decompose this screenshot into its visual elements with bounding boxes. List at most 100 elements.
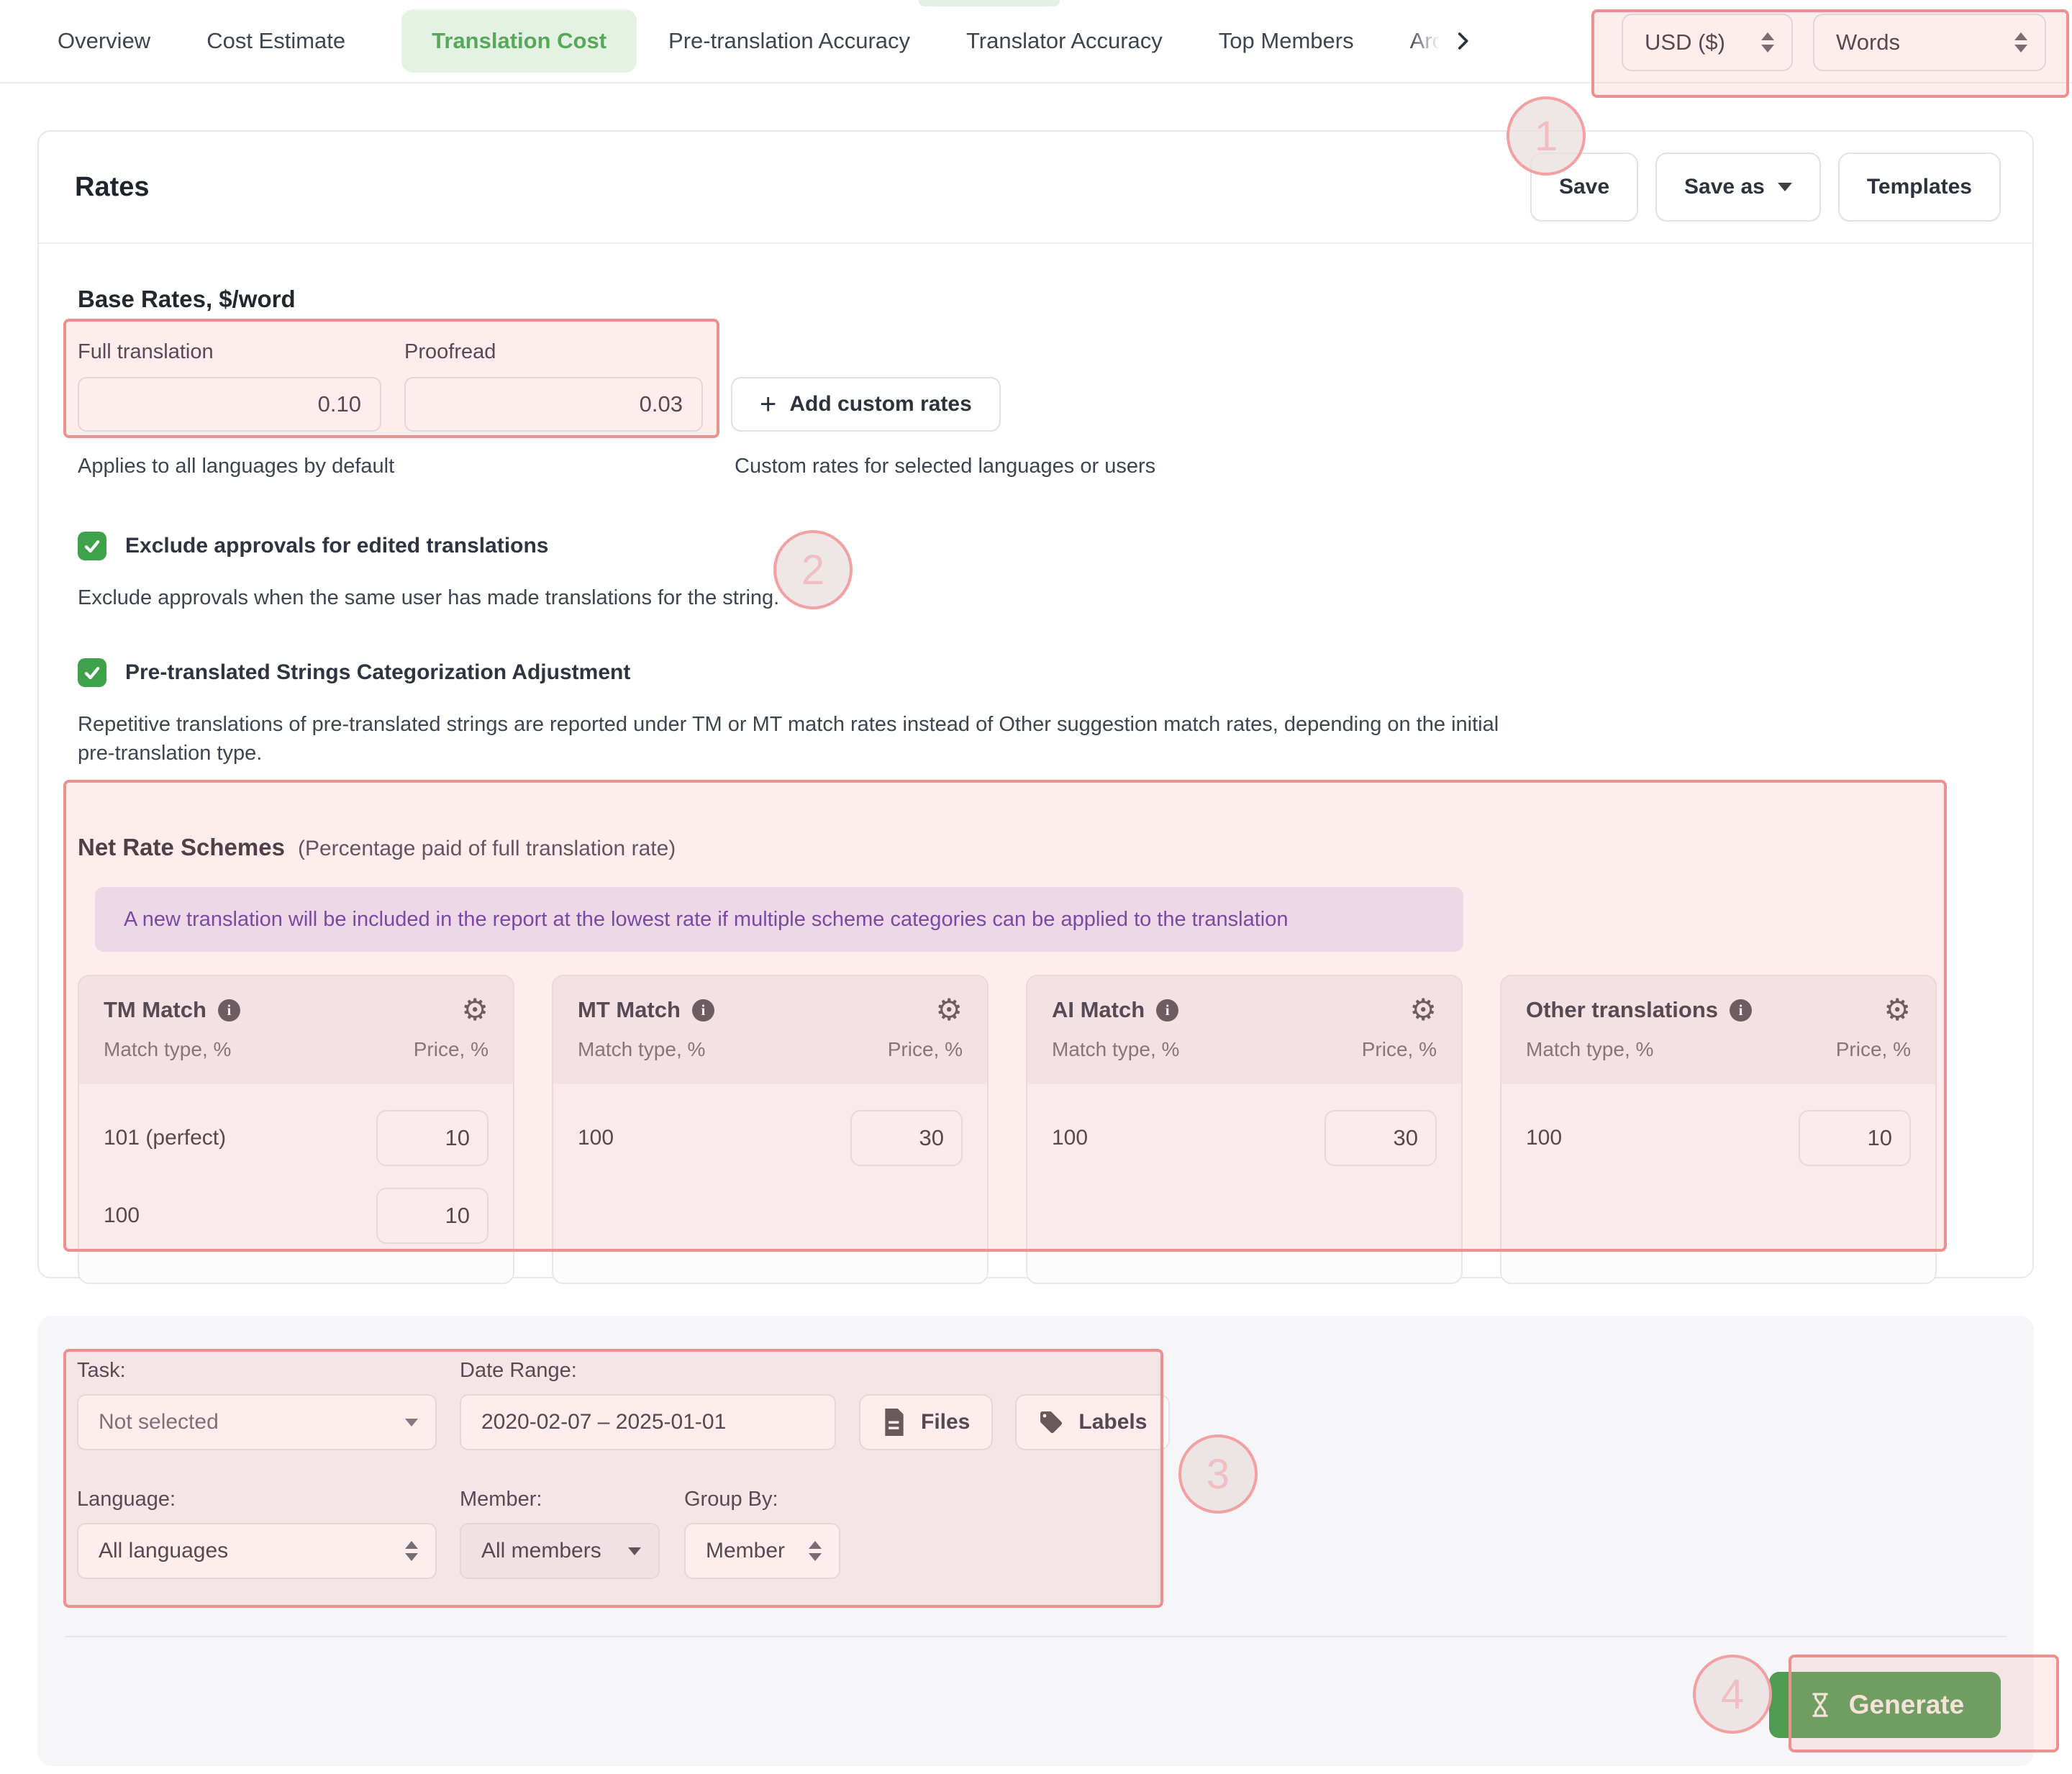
task-select[interactable]: Not selected <box>77 1394 437 1450</box>
group-by-label: Group By: <box>684 1488 778 1511</box>
tab-translator-accuracy[interactable]: Translator Accuracy <box>966 28 1163 53</box>
files-button[interactable]: Files <box>859 1394 994 1450</box>
report-tabs-bar: Overview Cost Estimate Translation Cost … <box>0 0 2072 83</box>
tab-truncated[interactable]: Arc <box>1409 28 1444 53</box>
net-rate-schemes-section: Net Rate Schemes (Percentage paid of ful… <box>78 834 1998 1285</box>
updown-caret-icon <box>405 1541 418 1561</box>
info-icon[interactable]: i <box>691 999 714 1022</box>
gear-icon[interactable]: ⚙ <box>1409 992 1437 1028</box>
gear-icon[interactable]: ⚙ <box>1884 992 1911 1028</box>
gear-icon[interactable]: ⚙ <box>935 992 963 1028</box>
language-select[interactable]: All languages <box>77 1523 437 1579</box>
tab-pre-translation-accuracy[interactable]: Pre-translation Accuracy <box>668 28 911 53</box>
info-icon[interactable]: i <box>1730 999 1752 1022</box>
exclude-approvals-description: Exclude approvals when the same user has… <box>78 586 780 609</box>
net-rate-schemes-title: Net Rate Schemes <box>78 834 285 861</box>
tab-cost-estimate[interactable]: Cost Estimate <box>206 28 346 53</box>
checkbox-checked-icon <box>78 532 106 560</box>
tab-translation-cost[interactable]: Translation Cost <box>401 9 637 73</box>
match-type-value: 100 <box>1526 1126 1563 1150</box>
tab-overview[interactable]: Overview <box>58 28 151 53</box>
price-input[interactable] <box>1799 1110 1911 1167</box>
tm-match-card: TM Match i ⚙ Match type, % Price, % <box>78 975 514 1285</box>
full-translation-rate-input[interactable] <box>78 377 381 432</box>
dropdown-caret-icon <box>1777 183 1792 191</box>
price-column-label: Price, % <box>413 1038 489 1061</box>
group-by-select[interactable]: Member <box>684 1523 840 1579</box>
exclude-approvals-label: Exclude approvals for edited translation… <box>125 534 549 558</box>
member-label: Member: <box>460 1488 542 1511</box>
price-input[interactable] <box>850 1110 963 1167</box>
match-type-column-label: Match type, % <box>104 1038 232 1061</box>
match-type-column-label: Match type, % <box>578 1038 706 1061</box>
checkbox-checked-icon <box>78 658 106 688</box>
tm-match-title: TM Match <box>104 997 206 1023</box>
pretranslated-adjustment-checkbox[interactable]: Pre-translated Strings Categorization Ad… <box>78 658 1998 688</box>
units-value: Words <box>1836 29 1901 55</box>
page-title: Rates <box>75 171 150 202</box>
units-select[interactable]: Words <box>1813 14 2046 71</box>
hourglass-icon <box>1812 1693 1828 1717</box>
notification-edge <box>919 0 1060 6</box>
info-icon[interactable]: i <box>217 999 240 1022</box>
pretranslated-adjustment-description: Repetitive translations of pre-translate… <box>78 713 1499 765</box>
pretranslated-adjustment-label: Pre-translated Strings Categorization Ad… <box>125 660 631 685</box>
add-custom-rates-button[interactable]: + Add custom rates <box>731 377 1001 432</box>
table-row: 101 (perfect) <box>104 1110 489 1167</box>
task-value: Not selected <box>99 1410 219 1434</box>
price-input[interactable] <box>376 1188 489 1245</box>
full-translation-label: Full translation <box>78 340 214 363</box>
updown-caret-icon <box>809 1541 822 1561</box>
gear-icon[interactable]: ⚙ <box>461 992 489 1028</box>
tabs-scroll-right-icon[interactable] <box>1450 27 1479 55</box>
report-filters-panel: Task: Not selected Date Range: 2020-02-0… <box>37 1316 2034 1766</box>
member-select[interactable]: All members <box>460 1523 660 1579</box>
match-type-value: 100 <box>104 1204 140 1228</box>
updown-caret-icon <box>1761 32 1774 53</box>
exclude-approvals-checkbox[interactable]: Exclude approvals for edited translation… <box>78 532 1998 560</box>
proofread-rate-input[interactable] <box>404 377 703 432</box>
lowest-rate-info-banner: A new translation will be included in th… <box>95 887 1463 952</box>
table-row: 100 <box>578 1110 963 1167</box>
currency-select[interactable]: USD ($) <box>1622 14 1793 71</box>
report-unit-selectors: USD ($) Words <box>1622 14 2046 71</box>
custom-rates-hint: Custom rates for selected languages or u… <box>735 455 1156 478</box>
match-type-column-label: Match type, % <box>1052 1038 1180 1061</box>
tab-top-members[interactable]: Top Members <box>1218 28 1354 53</box>
price-input[interactable] <box>1324 1110 1437 1167</box>
language-value: All languages <box>99 1539 229 1563</box>
match-type-value: 100 <box>578 1126 614 1150</box>
ai-match-title: AI Match <box>1052 997 1145 1023</box>
rates-panel-header: Rates Save Save as Templates <box>39 132 2032 244</box>
date-range-label: Date Range: <box>460 1359 577 1382</box>
generate-button[interactable]: Generate <box>1769 1672 2001 1738</box>
other-translations-title: Other translations <box>1526 997 1718 1023</box>
rates-panel: Rates Save Save as Templates Base Rates,… <box>37 130 2034 1285</box>
price-input[interactable] <box>376 1110 489 1167</box>
price-column-label: Price, % <box>1361 1038 1437 1061</box>
save-button[interactable]: Save <box>1530 153 1639 222</box>
match-type-value: 101 (perfect) <box>104 1126 227 1150</box>
proofread-label: Proofread <box>404 340 496 363</box>
templates-button[interactable]: Templates <box>1837 153 2001 222</box>
other-translations-card: Other translations i ⚙ Match type, % Pri… <box>1500 975 1937 1285</box>
save-as-button[interactable]: Save as <box>1655 153 1821 222</box>
dropdown-caret-icon <box>405 1418 418 1427</box>
info-icon[interactable]: i <box>1156 999 1179 1022</box>
date-range-value: 2020-02-07 – 2025-01-01 <box>481 1410 727 1434</box>
date-range-input[interactable]: 2020-02-07 – 2025-01-01 <box>460 1394 836 1450</box>
currency-value: USD ($) <box>1645 29 1725 55</box>
file-icon <box>885 1409 904 1436</box>
table-row: 100 <box>1526 1110 1911 1167</box>
mt-match-card: MT Match i ⚙ Match type, % Price, % <box>552 975 989 1285</box>
dropdown-caret-icon <box>628 1547 641 1555</box>
net-rate-schemes-subtitle: (Percentage paid of full translation rat… <box>297 837 676 861</box>
updown-caret-icon <box>2014 32 2027 53</box>
language-label: Language: <box>77 1488 176 1511</box>
divider <box>65 1636 2007 1637</box>
task-label: Task: <box>77 1359 126 1382</box>
base-rates-hint: Applies to all languages by default <box>78 455 395 478</box>
ai-match-card: AI Match i ⚙ Match type, % Price, % <box>1026 975 1463 1285</box>
labels-button[interactable]: Labels <box>1015 1394 1171 1450</box>
